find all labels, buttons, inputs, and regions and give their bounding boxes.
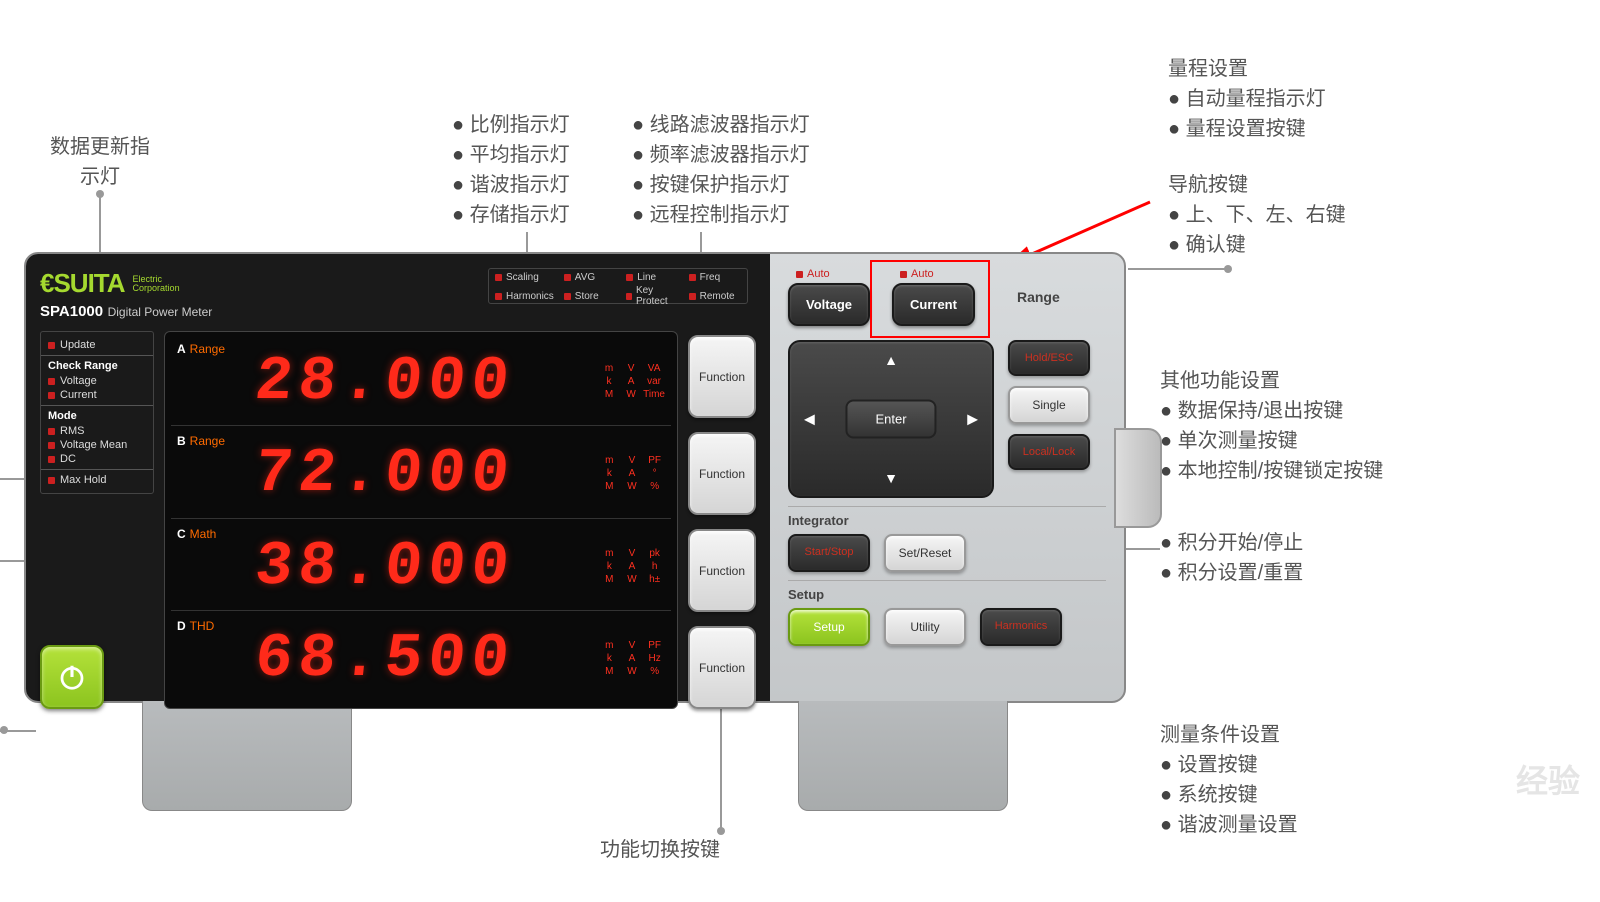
harmonics-button[interactable]: Harmonics: [980, 608, 1062, 646]
auto-voltage-led: Auto: [796, 268, 870, 280]
led-dc: DC: [48, 453, 146, 465]
led-remote: Remote: [689, 285, 741, 307]
led-update: Update: [48, 339, 146, 351]
brand-logo: €SUITA: [40, 268, 125, 299]
leader-line: [1128, 268, 1228, 270]
setup-button[interactable]: Setup: [788, 608, 870, 646]
callout-meas: 测量条件设置 设置按键 系统按键 谐波测量设置: [1160, 720, 1298, 840]
display-row-b: BRange 72.000 mVPFkA°MW%: [171, 430, 671, 518]
single-button[interactable]: Single: [1008, 386, 1090, 424]
utility-button[interactable]: Utility: [884, 608, 966, 646]
local-lock-button[interactable]: Local/Lock: [1008, 434, 1090, 470]
callout-update: 数据更新指 示灯: [50, 132, 150, 192]
digits-d: 68.500: [167, 623, 602, 694]
units-a: mVVAkAvarMWTime: [599, 363, 671, 400]
led-keyprotect: Key Protect: [626, 285, 678, 307]
units-d: mVPFkAHzMW%: [599, 640, 671, 677]
range-row: Auto Voltage Auto Current Range: [788, 268, 1106, 326]
led-current: Current: [48, 389, 146, 401]
mid-row: ▲ ▼ ◀ ▶ Enter Hold/ESC Single Local/Lock: [788, 340, 1106, 498]
function-button-d[interactable]: Function: [688, 626, 756, 709]
function-button-b[interactable]: Function: [688, 432, 756, 515]
callout-integ: 积分开始/停止 积分设置/重置: [1160, 528, 1303, 588]
range-label: Range: [1017, 289, 1060, 305]
arrow-right-button[interactable]: ▶: [967, 411, 978, 428]
leader-dot: [717, 827, 725, 835]
units-c: mVpkkAhMWh±: [599, 548, 671, 585]
function-button-a[interactable]: Function: [688, 335, 756, 418]
watermark: 经验: [1516, 756, 1580, 802]
led-avg: AVG: [564, 272, 616, 283]
integrator-label: Integrator: [788, 506, 1106, 528]
enter-button[interactable]: Enter: [845, 400, 936, 439]
digits-c: 38.000: [167, 531, 602, 602]
foot-right: [798, 701, 1008, 811]
led-rms: RMS: [48, 425, 146, 437]
display-row-c: CMath 38.000 mVpkkAhMWh±: [171, 523, 671, 611]
mode-title: Mode: [48, 410, 146, 422]
units-b: mVPFkA°MW%: [599, 455, 671, 492]
hold-esc-button[interactable]: Hold/ESC: [1008, 340, 1090, 376]
display-row-a: ARange 28.000 mVVAkAvarMWTime: [171, 338, 671, 426]
device-body: €SUITA Electric Corporation SPA1000 Digi…: [24, 252, 1126, 703]
led-freq: Freq: [689, 272, 741, 283]
callout-other: 其他功能设置 数据保持/退出按键 单次测量按键 本地控制/按键锁定按键: [1160, 366, 1383, 486]
callout-ratio: 比例指示灯 平均指示灯 谐波指示灯 存储指示灯: [452, 110, 570, 230]
function-column: Function Function Function Function: [688, 331, 756, 709]
callout-func: 功能切换按键: [600, 835, 720, 865]
callout-line: 线路滤波器指示灯 频率滤波器指示灯 按键保护指示灯 远程控制指示灯: [632, 110, 810, 230]
led-store: Store: [564, 285, 616, 307]
arrow-left-button[interactable]: ◀: [804, 411, 815, 428]
check-range-title: Check Range: [48, 360, 146, 372]
arrow-up-button[interactable]: ▲: [884, 352, 898, 368]
power-button[interactable]: [40, 645, 104, 709]
dark-panel: €SUITA Electric Corporation SPA1000 Digi…: [26, 254, 770, 701]
auto-current-led: Auto: [900, 268, 975, 280]
setup-label: Setup: [788, 580, 1106, 602]
brand-sub: Electric Corporation: [133, 275, 180, 293]
function-button-c[interactable]: Function: [688, 529, 756, 612]
leader-dot: [1224, 265, 1232, 273]
led-maxhold: Max Hold: [48, 474, 146, 486]
set-reset-button[interactable]: Set/Reset: [884, 534, 966, 572]
display-column: ARange 28.000 mVVAkAvarMWTime BRange 72.…: [164, 331, 678, 709]
power-icon: [57, 662, 87, 692]
led-voltage: Voltage: [48, 375, 146, 387]
start-stop-button[interactable]: Start/Stop: [788, 534, 870, 572]
digits-a: 28.000: [167, 346, 602, 417]
callout-nav: 导航按键 上、下、左、右键 确认键: [1168, 170, 1346, 260]
side-status: Update Check Range Voltage Current Mode …: [40, 331, 154, 709]
leader-dot: [0, 726, 8, 734]
led-scaling: Scaling: [495, 272, 554, 283]
callout-range: 量程设置 自动量程指示灯 量程设置按键: [1168, 54, 1326, 144]
digits-b: 72.000: [167, 438, 602, 509]
top-led-grid: Scaling AVG Line Freq Harmonics Store Ke…: [488, 268, 748, 304]
led-vmean: Voltage Mean: [48, 439, 146, 451]
right-panel: Auto Voltage Auto Current Range ▲ ▼ ◀ ▶ …: [770, 254, 1124, 701]
dpad: ▲ ▼ ◀ ▶ Enter: [788, 340, 994, 498]
current-button[interactable]: Current: [892, 283, 975, 326]
led-harmonics: Harmonics: [495, 285, 554, 307]
arrow-down-button[interactable]: ▼: [884, 470, 898, 486]
foot-left: [142, 701, 352, 811]
led-line: Line: [626, 272, 678, 283]
display-row-d: DTHD 68.500 mVPFkAHzMW%: [171, 615, 671, 702]
voltage-button[interactable]: Voltage: [788, 283, 870, 326]
